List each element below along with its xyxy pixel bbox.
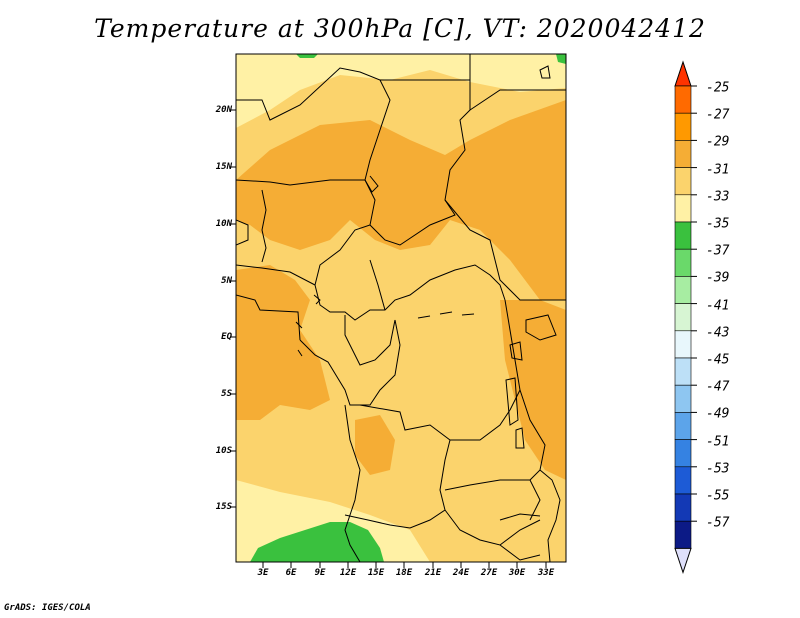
y-tick-label: 10S	[215, 446, 232, 456]
y-tick-label: 15S	[215, 502, 232, 512]
field-north-orange	[236, 100, 566, 300]
chart-title: Temperature at 300hPa [C], VT: 202004241…	[94, 14, 706, 43]
y-tick-label: 10N	[215, 219, 232, 229]
y-tick-label: 5S	[221, 389, 232, 399]
colorbar-label: -57	[706, 515, 730, 531]
colorbar-label: -27	[706, 107, 730, 123]
x-tick-label: 33E	[537, 568, 555, 578]
colorbar-label: -47	[706, 379, 730, 395]
map-field	[236, 54, 566, 562]
colorbar-label: -55	[706, 488, 730, 504]
credit-text: GrADS: IGES/COLA	[4, 603, 91, 613]
colorbar-label: -41	[706, 298, 730, 314]
y-tick-label: 5N	[221, 276, 232, 286]
x-tick-label: 15E	[367, 568, 385, 578]
colorbar-label: -29	[706, 134, 730, 150]
x-tick-label: 24E	[452, 568, 470, 578]
x-tick-label: 21E	[424, 568, 442, 578]
y-tick-label: 20N	[215, 105, 232, 115]
colorbar-label: -39	[706, 270, 730, 286]
field-north-pale	[236, 54, 566, 128]
map-tick-marks	[230, 109, 547, 568]
x-tick-label: 30E	[508, 568, 526, 578]
x-tick-label: 27E	[480, 568, 498, 578]
colorbar-label: -49	[706, 406, 730, 422]
country-borders	[236, 54, 566, 562]
y-tick-label: EQ	[221, 332, 232, 342]
colorbar-label: -31	[706, 162, 730, 178]
field-ne-green	[556, 54, 566, 64]
colorbar-label: -25	[706, 80, 730, 96]
x-tick-label: 6E	[285, 568, 297, 578]
colorbar-label: -35	[706, 216, 730, 232]
y-tick-label: 15N	[215, 162, 232, 172]
field-west-orange	[236, 265, 330, 420]
colorbar-label: -53	[706, 461, 730, 477]
field-angola-orange	[355, 415, 395, 475]
x-tick-label: 9E	[314, 568, 326, 578]
field-south-green	[250, 522, 384, 562]
colorbar-label: -37	[706, 243, 730, 259]
x-tick-label: 18E	[395, 568, 413, 578]
map-frame	[235, 53, 567, 563]
colorbar-label: -45	[706, 352, 730, 368]
field-nw-green	[296, 54, 318, 58]
colorbar-label: -43	[706, 325, 730, 341]
x-tick-label: 3E	[257, 568, 269, 578]
colorbar-label: -51	[706, 434, 730, 450]
colorbar-label: -33	[706, 189, 730, 205]
field-east-orange	[500, 300, 566, 480]
x-tick-label: 12E	[339, 568, 357, 578]
